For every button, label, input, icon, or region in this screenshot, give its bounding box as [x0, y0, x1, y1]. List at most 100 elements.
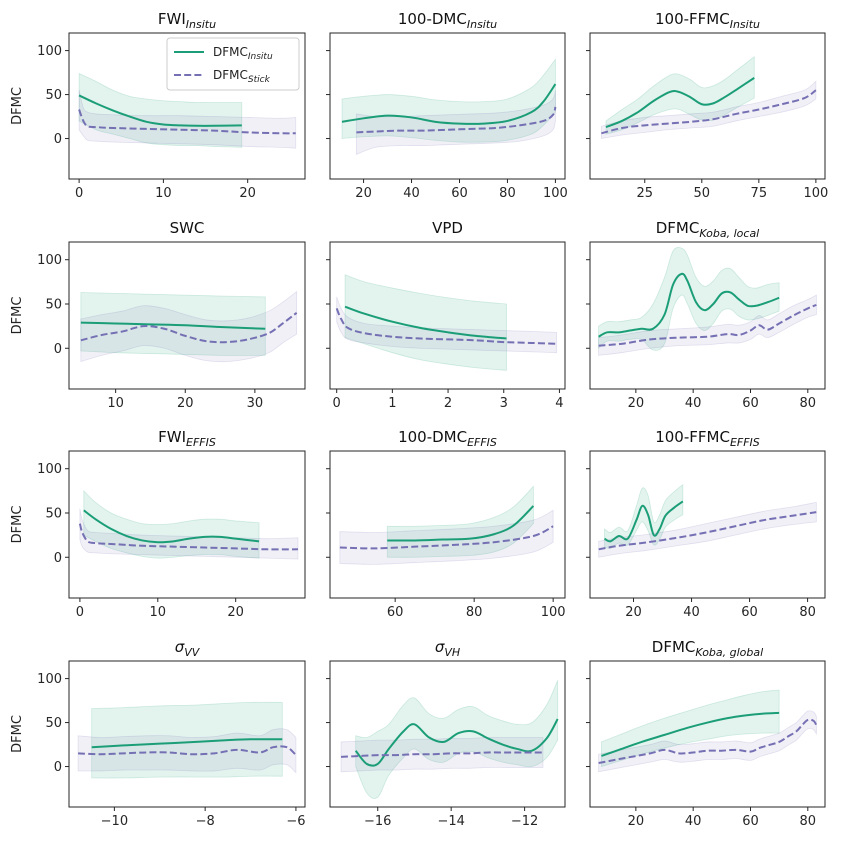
axes-frame	[68, 660, 306, 808]
x-tick-label: 3	[500, 396, 508, 411]
x-tick-label: 60	[742, 396, 759, 411]
panel-title-main: σ	[175, 638, 185, 656]
plot-area	[340, 680, 559, 799]
legend-insitu-label: DFMCInsitu	[213, 45, 273, 62]
x-tick-label: 20	[625, 605, 642, 620]
x-tick-label: 10	[155, 186, 172, 201]
x-tick-label: 80	[800, 396, 817, 411]
panel-title: 100-FFMCInsitu	[655, 10, 760, 31]
panel-title: 100-DMCEFFIS	[398, 428, 497, 449]
stick-series-line	[339, 525, 554, 550]
panel-title-subscript: Insitu	[186, 18, 216, 31]
panel-title: DFMCKoba, local	[656, 219, 760, 240]
stick-series-line	[340, 751, 543, 758]
panel-title: 100-DMCInsitu	[398, 10, 497, 31]
plot-area	[341, 58, 557, 155]
x-tick-label: 80	[499, 186, 516, 201]
y-tick-label: 50	[45, 716, 62, 731]
y-tick-label: 100	[37, 462, 62, 477]
x-tick-label: 0	[76, 605, 84, 620]
stick-series-line	[601, 89, 817, 135]
x-tick-label: −14	[437, 814, 464, 829]
insitu-confidence-band	[604, 483, 684, 549]
x-tick-label: 50	[694, 186, 711, 201]
plot-area	[335, 274, 558, 371]
stick-confidence-band	[598, 294, 817, 356]
plot-area	[78, 72, 297, 149]
insitu-confidence-band	[83, 489, 260, 559]
y-axis-label: DFMC	[10, 506, 25, 544]
y-tick-label: 0	[54, 760, 62, 775]
x-tick-label: 75	[751, 186, 768, 201]
x-tick-label: −16	[364, 814, 391, 829]
x-tick-label: 100	[543, 186, 568, 201]
x-tick-label: 0	[75, 186, 83, 201]
stick-confidence-band	[598, 501, 817, 558]
x-tick-label: 40	[683, 605, 700, 620]
legend: DFMCInsitu DFMCStick	[166, 37, 300, 91]
y-axis-label: DFMC	[10, 297, 25, 335]
panel-9: 20 40 60 80 100-FFMCEFFIS	[586, 428, 826, 620]
panel-title-main: VPD	[432, 219, 463, 237]
stick-confidence-band	[598, 710, 817, 773]
panel-title-subscript: EFFIS	[730, 436, 760, 449]
insitu-series-line	[601, 711, 780, 757]
y-tick-label: 50	[45, 297, 62, 312]
plot-area	[598, 247, 817, 356]
panel-11: −16 −14 −12 σVH	[326, 638, 566, 829]
stick-confidence-band	[80, 290, 298, 363]
insitu-series-line	[341, 83, 557, 125]
plot-area	[77, 701, 297, 779]
x-tick-label: 40	[685, 396, 702, 411]
insitu-confidence-band	[605, 55, 755, 135]
stick-confidence-band	[339, 509, 554, 565]
x-tick-label: 4	[555, 396, 563, 411]
axes-frame	[589, 660, 826, 808]
insitu-confidence-band	[344, 274, 507, 371]
stick-confidence-band	[355, 90, 556, 155]
axes-frame	[589, 32, 826, 180]
insitu-confidence-band	[91, 701, 283, 779]
stick-confidence-band	[79, 508, 299, 560]
x-tick-label: 60	[387, 605, 404, 620]
plot-area	[601, 55, 817, 140]
y-tick-label: 0	[54, 132, 62, 147]
panel-title-main: SWC	[170, 219, 205, 237]
insitu-series-line	[387, 505, 535, 542]
panel-title-main: 100-DMC	[398, 428, 467, 446]
axes-frame	[329, 241, 566, 390]
insitu-series-line	[603, 500, 684, 543]
y-tick-label: 0	[54, 342, 62, 357]
panel-title-main: DFMC	[656, 219, 700, 237]
x-tick-label: 40	[685, 814, 702, 829]
panel-title-subscript: Koba, local	[699, 227, 759, 240]
x-tick-label: 60	[741, 605, 758, 620]
x-tick-label: 2	[444, 396, 452, 411]
x-tick-label: 80	[799, 605, 816, 620]
plot-area	[598, 483, 817, 558]
panel-title-subscript: EFFIS	[467, 436, 497, 449]
panel-title-subscript: Koba, global	[695, 646, 763, 659]
x-tick-label: 30	[247, 396, 264, 411]
plot-area	[339, 485, 554, 565]
panel-6: 20 40 60 80 DFMCKoba, local	[586, 219, 826, 411]
panel-3: 25 50 75 100 100-FFMCInsitu	[586, 10, 828, 201]
stick-series-line	[78, 109, 296, 135]
panel-title-subscript: EFFIS	[186, 436, 216, 449]
insitu-series-line	[78, 94, 242, 127]
stick-confidence-band	[78, 90, 297, 149]
panel-title-main: 100-DMC	[398, 10, 467, 28]
insitu-series-line	[354, 718, 559, 767]
panel-title-main: 100-FFMC	[655, 10, 730, 28]
x-tick-label: 80	[466, 605, 483, 620]
panel-title-main: σ	[435, 638, 445, 656]
panel-5: 0 1 2 3 4 VPD	[326, 219, 566, 411]
stick-series-line	[78, 745, 297, 756]
x-tick-label: 0	[333, 396, 341, 411]
axes-frame	[68, 241, 306, 390]
panel-title-main: DFMC	[652, 638, 696, 656]
x-tick-label: 100	[803, 186, 828, 201]
panel-title-subscript: VH	[444, 646, 460, 659]
axes-frame	[589, 450, 826, 599]
